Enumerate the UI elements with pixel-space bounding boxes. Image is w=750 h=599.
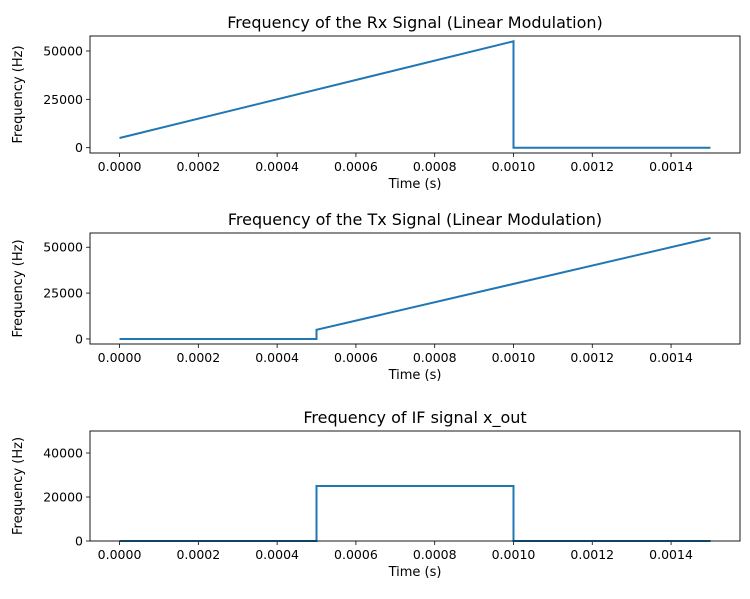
y-tick-label: 0 (75, 534, 83, 549)
y-tick-label: 0 (75, 140, 83, 155)
y-tick-label: 25000 (43, 286, 83, 301)
x-axis-label: Time (s) (388, 177, 442, 192)
x-tick-label: 0.0014 (649, 350, 693, 365)
x-tick-label: 0.0008 (413, 159, 457, 174)
y-axis-label: Frequency (Hz) (11, 239, 26, 337)
x-tick-label: 0.0002 (176, 547, 220, 562)
axes-frame (89, 35, 741, 154)
y-tick-label: 25000 (43, 92, 83, 107)
x-tick-label: 0.0004 (255, 547, 299, 562)
x-tick-label: 0.0004 (255, 159, 299, 174)
x-tick-label: 0.0012 (570, 350, 614, 365)
x-tick-label: 0.0008 (413, 547, 457, 562)
x-tick-label: 0.0006 (334, 547, 378, 562)
subplot-2: Frequency of the Tx Signal (Linear Modul… (11, 210, 741, 383)
x-axis-label: Time (s) (388, 565, 442, 580)
x-tick-label: 0.0012 (570, 547, 614, 562)
y-axis-label: Frequency (Hz) (11, 437, 26, 535)
series-line-rx (119, 40, 711, 149)
series-line-if (119, 485, 711, 542)
x-tick-label: 0.0008 (413, 350, 457, 365)
x-tick-label: 0.0000 (98, 350, 142, 365)
chart-title: Frequency of the Rx Signal (Linear Modul… (227, 13, 603, 32)
axes-frame (89, 430, 741, 542)
x-tick-label: 0.0000 (98, 159, 142, 174)
y-tick-label: 50000 (43, 43, 83, 58)
y-tick-label: 20000 (43, 490, 83, 505)
subplot-1: Frequency of the Rx Signal (Linear Modul… (11, 13, 741, 192)
chart-title: Frequency of IF signal x_out (303, 408, 526, 428)
x-tick-label: 0.0014 (649, 159, 693, 174)
x-tick-label: 0.0010 (492, 159, 536, 174)
x-axis-label: Time (s) (388, 368, 442, 383)
x-tick-label: 0.0006 (334, 159, 378, 174)
x-tick-label: 0.0012 (570, 159, 614, 174)
x-tick-label: 0.0014 (649, 547, 693, 562)
x-tick-label: 0.0000 (98, 547, 142, 562)
chart-title: Frequency of the Tx Signal (Linear Modul… (228, 210, 602, 229)
x-tick-label: 0.0006 (334, 350, 378, 365)
subplot-3: Frequency of IF signal x_out 0.0000 0.0002… (11, 408, 741, 580)
x-tick-label: 0.0004 (255, 350, 299, 365)
x-tick-label: 0.0002 (176, 159, 220, 174)
y-tick-label: 40000 (43, 446, 83, 461)
series-line-tx (119, 237, 711, 340)
axes-frame (89, 232, 741, 345)
x-tick-label: 0.0002 (176, 350, 220, 365)
y-tick-label: 50000 (43, 240, 83, 255)
y-axis-label: Frequency (Hz) (11, 45, 26, 143)
y-tick-label: 0 (75, 331, 83, 346)
x-tick-label: 0.0010 (492, 547, 536, 562)
x-tick-label: 0.0010 (492, 350, 536, 365)
